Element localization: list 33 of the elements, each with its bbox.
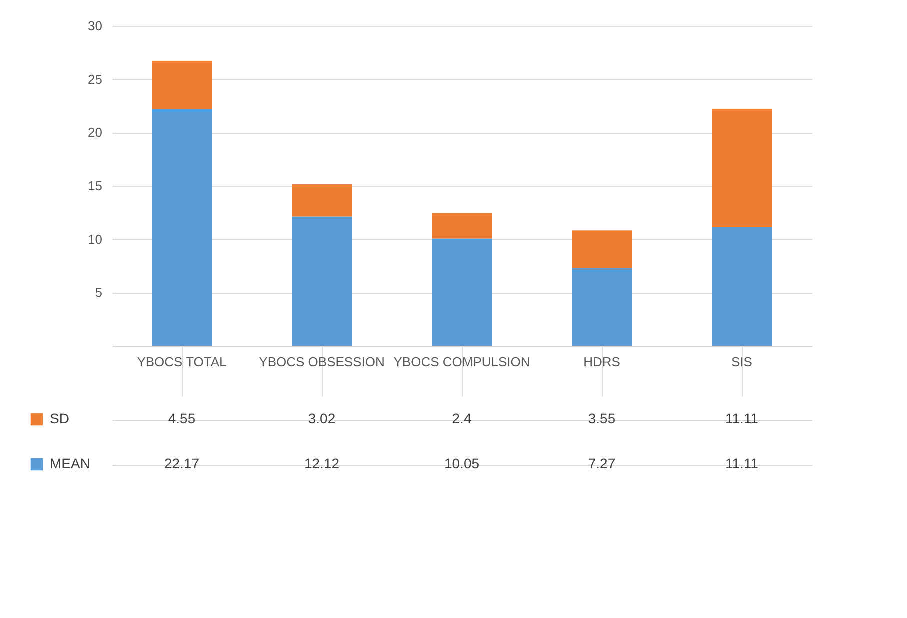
data-label: 4.55 — [168, 410, 196, 426]
y-tick-label: 25 — [88, 72, 102, 87]
legend-label: MEAN — [50, 456, 90, 472]
y-tick-label: 30 — [88, 18, 102, 34]
y-tick-label: 5 — [95, 285, 102, 300]
y-tick-label: 20 — [88, 125, 102, 140]
legend-label: SD — [50, 410, 70, 426]
x-tick-label: SIS — [732, 354, 753, 370]
bar — [432, 213, 492, 239]
bar — [152, 60, 212, 110]
data-label: 22.17 — [164, 456, 200, 472]
bar — [572, 230, 632, 268]
bar — [152, 110, 212, 346]
data-label: 12.12 — [304, 456, 340, 472]
x-tick-label: YBOCS COMPULSION — [394, 354, 530, 370]
data-label: 3.02 — [308, 410, 336, 426]
data-label: 10.05 — [444, 456, 480, 472]
x-tick-label: YBOCS OBSESSION — [259, 354, 385, 370]
x-tick-label: YBOCS TOTAL — [137, 354, 227, 370]
bar — [712, 227, 772, 346]
data-label: 11.11 — [726, 456, 759, 472]
bar — [292, 216, 352, 346]
data-label: 7.27 — [588, 456, 616, 472]
data-label: 3.55 — [588, 410, 616, 426]
bar — [572, 268, 632, 346]
bar — [432, 238, 492, 346]
y-tick-label: 15 — [88, 178, 102, 194]
data-label: 2.4 — [452, 410, 472, 426]
x-tick-label: HDRS — [584, 354, 621, 370]
bar — [292, 184, 352, 217]
y-tick-label: 10 — [88, 232, 102, 247]
bar — [712, 108, 772, 228]
data-label: 11.11 — [726, 410, 759, 426]
